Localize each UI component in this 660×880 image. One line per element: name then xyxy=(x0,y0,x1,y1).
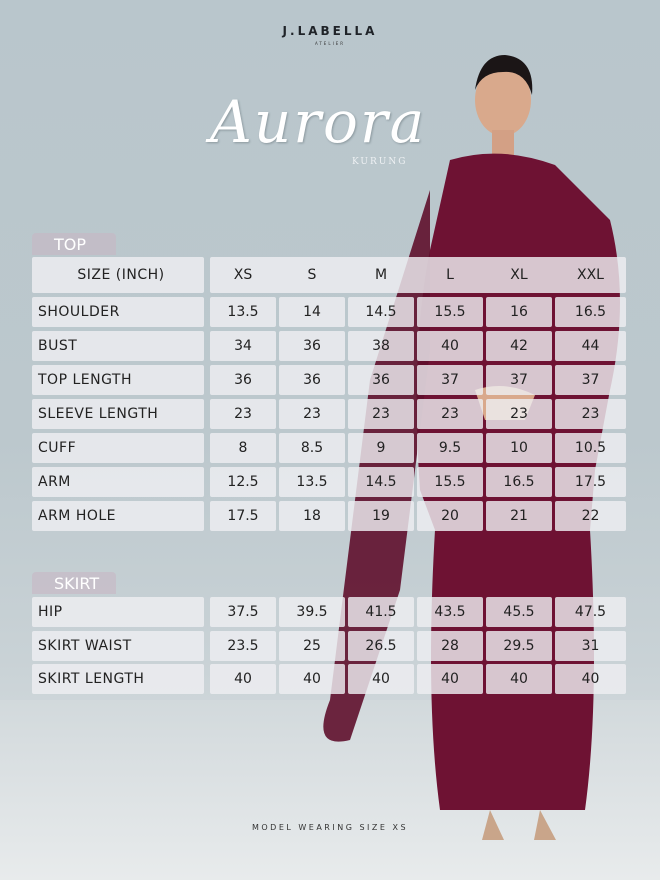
value-cell: 28 xyxy=(417,631,483,661)
row-label: BUST xyxy=(32,331,204,361)
row-label: SKIRT LENGTH xyxy=(32,664,204,694)
size-header-xs: XS xyxy=(233,267,253,283)
size-header-label: SIZE (INCH) xyxy=(32,257,204,293)
value-cell: 40 xyxy=(486,664,552,694)
value-cell: 40 xyxy=(279,664,345,694)
row-label: TOP LENGTH xyxy=(32,365,204,395)
value-cell: 36 xyxy=(279,331,345,361)
value-cell: 23 xyxy=(348,399,414,429)
value-cell: 39.5 xyxy=(279,597,345,627)
value-cell: 40 xyxy=(348,664,414,694)
value-cell: 17.5 xyxy=(555,467,626,497)
value-cell: 16.5 xyxy=(486,467,552,497)
skirt-section-label: SKIRT xyxy=(32,572,116,594)
value-cell: 23 xyxy=(279,399,345,429)
value-cell: 13.5 xyxy=(279,467,345,497)
value-cell: 40 xyxy=(417,664,483,694)
value-cell: 36 xyxy=(348,365,414,395)
value-cell: 26.5 xyxy=(348,631,414,661)
value-cell: 23 xyxy=(417,399,483,429)
row-label: CUFF xyxy=(32,433,204,463)
value-cell: 10.5 xyxy=(555,433,626,463)
value-cell: 15.5 xyxy=(417,467,483,497)
value-cell: 8.5 xyxy=(279,433,345,463)
value-cell: 22 xyxy=(555,501,626,531)
row-label: SLEEVE LENGTH xyxy=(32,399,204,429)
value-cell: 19 xyxy=(348,501,414,531)
value-cell: 23 xyxy=(210,399,276,429)
value-cell: 41.5 xyxy=(348,597,414,627)
value-cell: 36 xyxy=(210,365,276,395)
value-cell: 16 xyxy=(486,297,552,327)
value-cell: 37.5 xyxy=(210,597,276,627)
value-cell: 37 xyxy=(555,365,626,395)
row-label: ARM xyxy=(32,467,204,497)
value-cell: 9 xyxy=(348,433,414,463)
value-cell: 18 xyxy=(279,501,345,531)
value-cell: 38 xyxy=(348,331,414,361)
value-cell: 14.5 xyxy=(348,467,414,497)
value-cell: 37 xyxy=(486,365,552,395)
value-cell: 21 xyxy=(486,501,552,531)
value-cell: 40 xyxy=(555,664,626,694)
value-cell: 43.5 xyxy=(417,597,483,627)
value-cell: 40 xyxy=(417,331,483,361)
value-cell: 16.5 xyxy=(555,297,626,327)
brand-logo: J.LABELLA xyxy=(282,24,378,38)
row-label: SKIRT WAIST xyxy=(32,631,204,661)
product-title: Aurora xyxy=(210,88,427,156)
brand-subtitle: ATELIER xyxy=(314,41,346,46)
value-cell: 9.5 xyxy=(417,433,483,463)
value-cell: 31 xyxy=(555,631,626,661)
row-label: SHOULDER xyxy=(32,297,204,327)
value-cell: 17.5 xyxy=(210,501,276,531)
size-header-s: S xyxy=(307,267,317,283)
value-cell: 14.5 xyxy=(348,297,414,327)
value-cell: 47.5 xyxy=(555,597,626,627)
value-cell: 23.5 xyxy=(210,631,276,661)
value-cell: 8 xyxy=(210,433,276,463)
value-cell: 37 xyxy=(417,365,483,395)
value-cell: 25 xyxy=(279,631,345,661)
value-cell: 45.5 xyxy=(486,597,552,627)
value-cell: 23 xyxy=(486,399,552,429)
value-cell: 14 xyxy=(279,297,345,327)
value-cell: 42 xyxy=(486,331,552,361)
size-header-l: L xyxy=(446,267,454,283)
value-cell: 34 xyxy=(210,331,276,361)
value-cell: 36 xyxy=(279,365,345,395)
value-cell: 20 xyxy=(417,501,483,531)
value-cell: 15.5 xyxy=(417,297,483,327)
value-cell: 13.5 xyxy=(210,297,276,327)
top-section-label: TOP xyxy=(32,233,116,255)
value-cell: 10 xyxy=(486,433,552,463)
value-cell: 29.5 xyxy=(486,631,552,661)
value-cell: 23 xyxy=(555,399,626,429)
value-cell: 44 xyxy=(555,331,626,361)
size-header-xxl: XXL xyxy=(577,267,604,283)
size-header-xl: XL xyxy=(510,267,528,283)
model-size-note: MODEL WEARING SIZE XS xyxy=(251,823,409,832)
value-cell: 12.5 xyxy=(210,467,276,497)
value-cell: 40 xyxy=(210,664,276,694)
row-label: HIP xyxy=(32,597,204,627)
size-header-m: M xyxy=(374,267,388,283)
product-subtitle: KURUNG xyxy=(352,157,408,167)
row-label: ARM HOLE xyxy=(32,501,204,531)
size-header-row xyxy=(210,257,626,293)
